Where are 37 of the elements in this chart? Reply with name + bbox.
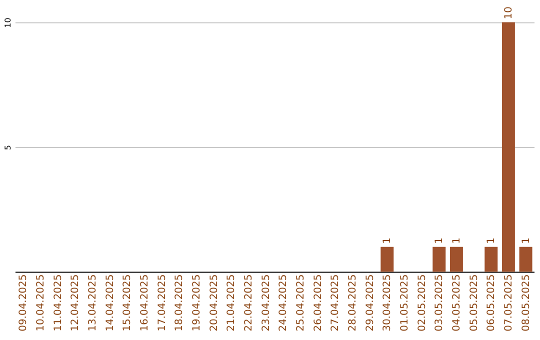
x-tick-label: 22.04.2025 [243, 274, 254, 332]
x-tick-label: 09.04.2025 [18, 274, 30, 332]
x-tick-label: 19.04.2025 [192, 274, 202, 332]
x-tick-label: 04.05.2025 [451, 274, 462, 332]
x-tick-label: 30.04.2025 [382, 274, 394, 332]
y-tick-label: 5 [3, 144, 12, 150]
x-tick-label: 06.05.2025 [486, 274, 498, 332]
x-tick-label: 18.04.2025 [174, 274, 186, 332]
x-tick-label: 14.04.2025 [104, 274, 116, 332]
data-label: 1 [434, 238, 446, 244]
x-tick-label: 16.04.2025 [140, 274, 151, 332]
x-tick-label: 13.04.2025 [88, 274, 99, 332]
x-tick-label: 07.05.2025 [503, 274, 514, 332]
x-tick-label: 17.04.2025 [156, 274, 168, 332]
x-tick-label: 20.04.2025 [208, 274, 220, 332]
x-tick-label: 10.04.2025 [36, 274, 47, 332]
x-tick-label: 21.04.2025 [226, 274, 238, 332]
x-tick-label: 12.04.2025 [70, 274, 82, 332]
x-tick-label: 23.04.2025 [260, 274, 272, 332]
x-tick-label: 29.04.2025 [364, 274, 376, 332]
x-tick-label: 05.05.2025 [468, 274, 480, 332]
x-tick-label: 25.04.2025 [295, 274, 306, 332]
x-tick-label: 15.04.2025 [122, 274, 134, 332]
data-label: 1 [486, 238, 498, 244]
x-tick-label: 08.05.2025 [520, 274, 532, 332]
x-tick-label: 02.05.2025 [416, 274, 428, 332]
data-label: 1 [520, 238, 532, 244]
x-tick-label: 11.04.2025 [52, 274, 64, 332]
data-label: 1 [451, 238, 462, 244]
x-tick-label: 01.05.2025 [399, 274, 410, 332]
x-tick-label: 03.05.2025 [434, 274, 446, 332]
x-tick-label: 24.04.2025 [278, 274, 290, 332]
x-tick-label: 26.04.2025 [312, 274, 324, 332]
data-label: 1 [382, 238, 394, 244]
x-tick-label: 27.04.2025 [330, 274, 342, 332]
x-tick-label: 28.04.2025 [347, 274, 358, 332]
data-label: 10 [503, 6, 514, 20]
